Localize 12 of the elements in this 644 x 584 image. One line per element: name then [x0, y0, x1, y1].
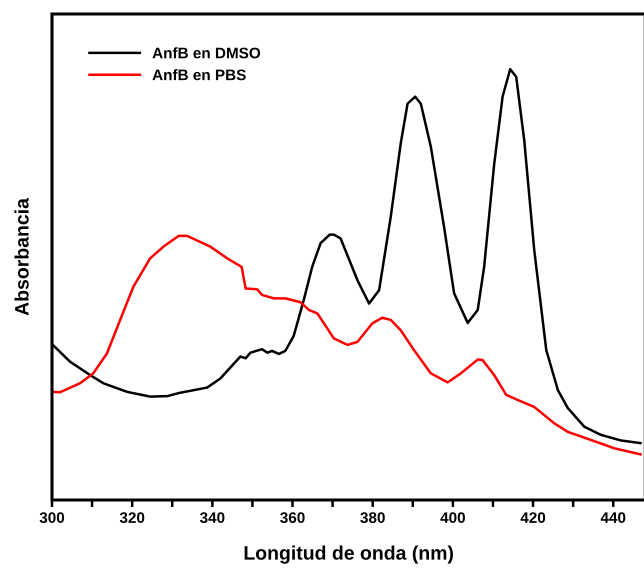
x-tick-label: 300	[40, 512, 64, 524]
legend-label: AnfB en PBS	[152, 69, 246, 80]
x-tick-label: 440	[600, 512, 626, 524]
legend-label: AnfB en DMSO	[152, 47, 260, 58]
x-tick-label: 420	[520, 512, 546, 524]
y-axis-title: Absorbancia	[14, 198, 29, 316]
x-tick-label: 400	[440, 512, 465, 524]
x-axis-title: Longitud de onda (nm)	[244, 545, 453, 564]
x-tick-label: 360	[280, 512, 305, 524]
x-tick-label: 340	[200, 512, 224, 524]
x-tick-label: 380	[360, 512, 385, 524]
x-tick-label: 320	[120, 512, 144, 524]
